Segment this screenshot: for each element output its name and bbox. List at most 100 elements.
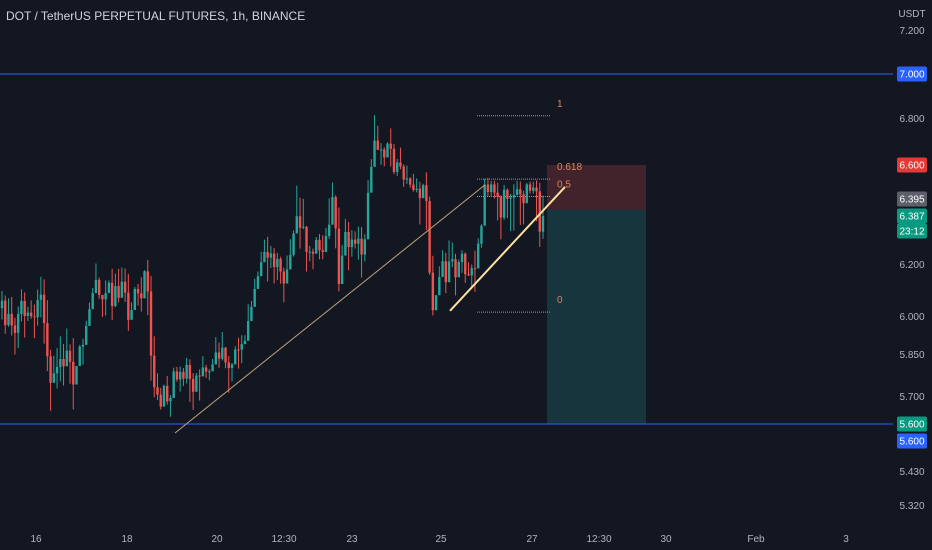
price-axis-label: 7.200 — [899, 26, 924, 37]
fib-level-label: 0 — [557, 295, 563, 306]
candle-body — [10, 313, 13, 326]
candle-body — [541, 216, 545, 232]
candle — [4, 295, 7, 334]
candle-body — [379, 149, 383, 151]
trend-line — [449, 186, 566, 312]
candle — [33, 304, 36, 339]
time-axis[interactable]: 16 18 20 12:30 23 25 27 12:30 30 Feb 3 — [30, 534, 849, 545]
candlesticks — [0, 115, 545, 417]
candle — [308, 245, 311, 262]
candle-body — [421, 185, 425, 199]
candle — [204, 364, 208, 378]
candle — [91, 287, 94, 310]
candle-body — [340, 255, 344, 285]
candle — [59, 336, 62, 382]
position-zones — [547, 165, 646, 424]
candle — [182, 368, 185, 386]
candle-body — [72, 361, 75, 385]
candle — [480, 224, 483, 248]
candle — [541, 195, 545, 239]
candle — [318, 233, 321, 260]
price-axis-label: 6.000 — [899, 312, 924, 323]
candle — [237, 337, 240, 369]
candle-body — [107, 282, 111, 294]
candle — [65, 328, 68, 367]
price-badge-bg — [897, 208, 927, 224]
candle — [363, 234, 367, 262]
candle — [127, 273, 130, 331]
candle-body — [201, 367, 205, 377]
time-axis-label: 20 — [211, 534, 223, 545]
candle — [23, 292, 26, 338]
candle-body — [457, 261, 460, 278]
candle — [94, 263, 98, 294]
candle — [49, 349, 52, 411]
candle-body — [272, 253, 276, 268]
candle-body — [217, 352, 221, 359]
candle — [178, 366, 182, 392]
time-axis-label: 3 — [843, 534, 849, 545]
candle-body — [153, 355, 156, 388]
candle-body — [97, 279, 101, 295]
chart-title: DOT / TetherUS PERPETUAL FUTURES, 1h, BI… — [6, 9, 306, 23]
candle-body — [324, 236, 328, 252]
candle — [266, 236, 269, 282]
candle — [78, 344, 81, 367]
candle — [489, 181, 493, 197]
candle — [26, 306, 30, 322]
candle-body — [473, 268, 477, 270]
candle-body — [204, 367, 208, 372]
candle — [221, 331, 224, 361]
candle — [350, 230, 354, 257]
candle-body — [519, 189, 522, 195]
candle-body — [172, 371, 175, 398]
candle-body — [29, 312, 33, 317]
candle-body — [467, 274, 470, 276]
candle — [46, 300, 49, 372]
price-badge-label: 6.387 — [899, 212, 924, 223]
candle-body — [522, 194, 525, 204]
fib-level-label: 0.618 — [557, 162, 582, 173]
candle-body — [68, 350, 72, 362]
price-badge-label: 5.600 — [899, 420, 924, 431]
candle — [153, 336, 156, 398]
candle-body — [81, 344, 85, 347]
candle — [370, 159, 373, 193]
candle — [315, 237, 318, 254]
price-axis-label: 6.800 — [899, 114, 924, 125]
candle — [337, 207, 341, 292]
candle — [451, 242, 454, 268]
candle-body — [506, 189, 509, 199]
candle-body — [240, 344, 243, 350]
price-axis-label: 5.850 — [899, 350, 924, 361]
candle — [36, 289, 39, 326]
candle-body — [26, 312, 30, 316]
candle — [532, 181, 535, 194]
candle — [464, 252, 467, 283]
candle — [522, 190, 525, 225]
candle-body — [59, 359, 62, 367]
candle — [136, 284, 140, 306]
price-badge-bg — [897, 191, 927, 207]
candle-body — [136, 288, 140, 294]
candle-body — [211, 364, 214, 372]
candle-body — [311, 251, 315, 254]
candle — [101, 294, 104, 318]
candle — [460, 250, 464, 273]
candle — [234, 346, 237, 365]
candle-body — [292, 233, 295, 255]
price-badge: 5.600 — [897, 433, 927, 449]
candle — [214, 337, 218, 365]
candle — [379, 143, 383, 165]
candle — [428, 196, 431, 275]
candle-body — [327, 224, 331, 237]
price-axis[interactable]: USDT 7.200 6.800 6.200 6.000 5.850 5.700 5.430… — [898, 9, 925, 512]
candle — [191, 373, 195, 410]
candle-body — [366, 192, 370, 240]
candle-body — [243, 340, 247, 345]
take-profit-zone — [547, 209, 646, 424]
candle-body — [256, 276, 260, 289]
candle — [408, 177, 412, 188]
candle — [285, 255, 289, 284]
